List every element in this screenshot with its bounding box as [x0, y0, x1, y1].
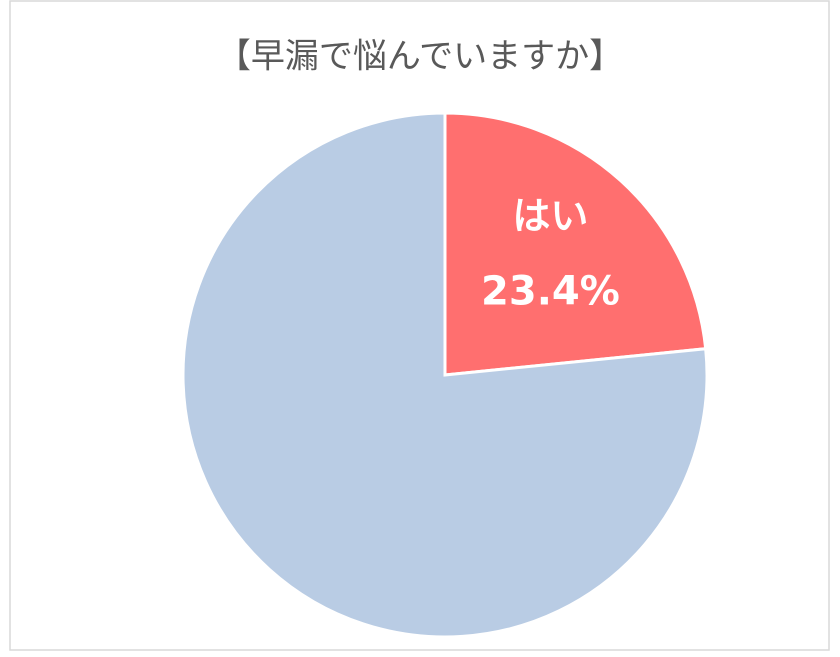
- chart-title: 【早漏で悩んでいますか】: [217, 37, 623, 77]
- value-label: 23.4%: [481, 268, 620, 314]
- slice-label: はい: [512, 194, 588, 238]
- pie-slice: [181, 111, 709, 639]
- pie-slice: [443, 111, 708, 377]
